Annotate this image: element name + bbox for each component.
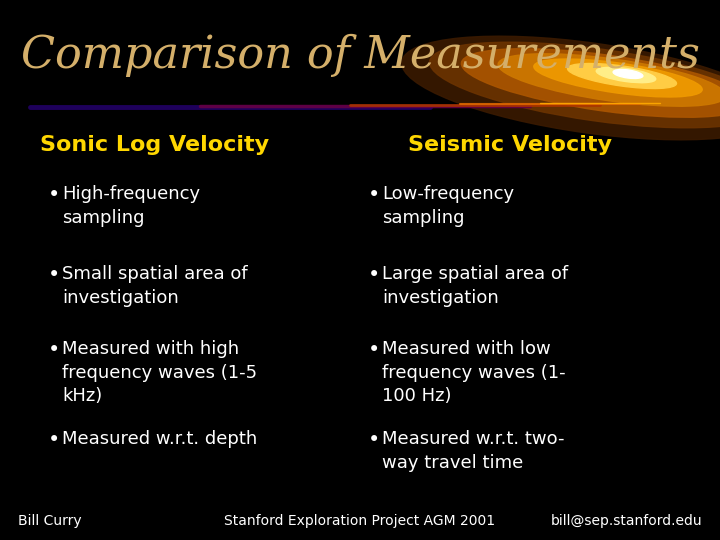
Text: Stanford Exploration Project AGM 2001: Stanford Exploration Project AGM 2001	[225, 514, 495, 528]
Text: Seismic Velocity: Seismic Velocity	[408, 135, 612, 155]
Text: •: •	[48, 430, 60, 450]
Text: Large spatial area of
investigation: Large spatial area of investigation	[382, 265, 568, 307]
Text: •: •	[48, 265, 60, 285]
Text: •: •	[48, 185, 60, 205]
Text: Small spatial area of
investigation: Small spatial area of investigation	[62, 265, 248, 307]
Ellipse shape	[613, 70, 643, 78]
Text: Measured with low
frequency waves (1-
100 Hz): Measured with low frequency waves (1- 10…	[382, 340, 566, 405]
Text: bill@sep.stanford.edu: bill@sep.stanford.edu	[550, 514, 702, 528]
Text: Measured with high
frequency waves (1-5
kHz): Measured with high frequency waves (1-5 …	[62, 340, 257, 405]
Ellipse shape	[567, 64, 677, 89]
Ellipse shape	[498, 54, 720, 106]
Ellipse shape	[462, 49, 720, 117]
Ellipse shape	[430, 42, 720, 128]
Ellipse shape	[402, 36, 720, 140]
Text: High-frequency
sampling: High-frequency sampling	[62, 185, 200, 227]
Text: Measured w.r.t. depth: Measured w.r.t. depth	[62, 430, 257, 448]
Text: •: •	[368, 430, 380, 450]
Text: Sonic Log Velocity: Sonic Log Velocity	[40, 135, 269, 155]
Ellipse shape	[596, 68, 656, 83]
Text: •: •	[368, 340, 380, 360]
Text: •: •	[368, 185, 380, 205]
Text: Measured w.r.t. two-
way travel time: Measured w.r.t. two- way travel time	[382, 430, 564, 471]
Text: •: •	[48, 340, 60, 360]
Text: Bill Curry: Bill Curry	[18, 514, 81, 528]
Text: Comparison of Measurements: Comparison of Measurements	[21, 33, 699, 77]
Ellipse shape	[534, 59, 702, 97]
Text: •: •	[368, 265, 380, 285]
Text: Low-frequency
sampling: Low-frequency sampling	[382, 185, 514, 227]
